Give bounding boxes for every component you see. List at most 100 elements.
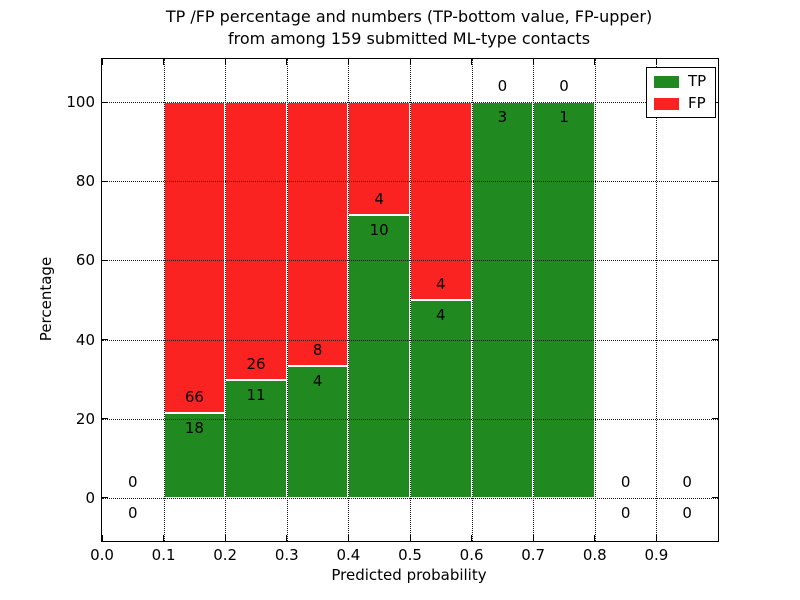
- x-gridline: [533, 59, 535, 541]
- y-tick-label: 20: [75, 409, 95, 428]
- y-tick-mark: [102, 180, 108, 182]
- x-tick-mark-top: [532, 59, 534, 65]
- x-tick-mark: [286, 535, 288, 541]
- bar-count-label-fp: 0: [497, 77, 508, 96]
- x-gridline: [594, 59, 596, 541]
- x-gridline: [286, 59, 288, 541]
- legend-swatch-tp: [654, 75, 679, 88]
- bar-segment-fp: [225, 102, 287, 381]
- bar-segment-fp: [348, 102, 410, 216]
- plot-area: TP FP 0.0 0.1 0.2 0.3 0.4 0.5 0.6 0.7 0.8 0.9 0 20 4…: [66, 58, 719, 564]
- chart-title: TP /FP percentage and numbers (TP-bottom…: [101, 6, 717, 50]
- bar-count-label-tp: 10: [369, 221, 389, 240]
- x-gridline: [656, 59, 658, 541]
- x-gridline: [225, 59, 227, 541]
- x-tick-label: 0.5: [398, 546, 422, 564]
- bar-segment-fp: [410, 102, 472, 300]
- x-tick-mark-top: [101, 59, 103, 65]
- y-tick-mark: [102, 339, 108, 340]
- legend-label-tp: TP: [688, 72, 707, 90]
- x-tick-mark: [347, 535, 349, 541]
- bar-count-label-tp: 0: [128, 503, 138, 522]
- x-tick-mark-top: [471, 59, 473, 65]
- bar-segment-fp: [163, 102, 226, 413]
- legend-label-fp: FP: [688, 94, 706, 112]
- x-gridline: [163, 59, 165, 541]
- legend: TP FP: [646, 67, 716, 118]
- x-axis-label: Predicted probability: [331, 566, 487, 584]
- x-tick-label: 0.4: [336, 546, 361, 564]
- x-tick-mark: [409, 535, 411, 541]
- bar-count-label-tp: 0: [620, 503, 631, 522]
- y-tick-label: 0: [85, 488, 95, 507]
- x-tick-label: 0.3: [274, 546, 299, 564]
- y-tick-label: 60: [75, 251, 95, 270]
- chart-title-line2: from among 159 submitted ML-type contact…: [227, 29, 591, 48]
- x-gridline: [471, 59, 473, 541]
- bar-count-label-fp: 0: [682, 472, 692, 491]
- bar-count-label-tp: 4: [436, 306, 446, 324]
- x-tick-mark: [655, 535, 657, 541]
- x-tick-mark: [101, 535, 103, 541]
- x-tick-label: 0.0: [90, 546, 114, 564]
- bar-count-label-fp: 8: [312, 340, 323, 359]
- bar-count-label-tp: 3: [497, 108, 508, 127]
- x-tick-mark: [224, 535, 226, 541]
- x-tick-label: 0.1: [151, 546, 176, 564]
- bar-count-label-fp: 0: [559, 77, 569, 96]
- x-tick-mark-top: [163, 59, 165, 65]
- x-tick-label: 0.7: [521, 546, 546, 564]
- bar-segment-tp: [163, 412, 226, 498]
- bar-count-label-fp: 4: [374, 190, 384, 209]
- bar-segment-tp: [410, 300, 472, 498]
- x-tick-label: 0.6: [459, 546, 484, 564]
- y-tick-mark-right: [712, 339, 718, 340]
- bar-count-label-tp: 4: [312, 371, 323, 390]
- bar-count-label-fp: 4: [436, 275, 446, 293]
- bar-segment-tp: [225, 380, 287, 498]
- x-tick-mark-top: [655, 59, 657, 65]
- x-tick-mark-top: [347, 59, 349, 65]
- bar-count-label-tp: 0: [682, 503, 692, 522]
- y-tick-mark-right: [712, 418, 718, 420]
- bar-count-label-fp: 0: [620, 472, 631, 491]
- bar-segment-tp: [286, 365, 349, 498]
- x-tick-mark: [471, 535, 473, 541]
- x-tick-mark: [594, 535, 596, 541]
- legend-entry-fp: FP: [654, 96, 708, 111]
- bar-segment-fp: [286, 102, 349, 366]
- y-tick-mark: [102, 259, 108, 261]
- y-tick-label: 80: [75, 172, 95, 191]
- bar-segment-tp: [533, 102, 595, 498]
- x-tick-label: 0.2: [213, 546, 238, 564]
- x-tick-label: 0.8: [582, 546, 607, 564]
- bar-count-label-fp: 66: [184, 387, 204, 406]
- x-gridline: [348, 59, 350, 541]
- bar-segment-tp: [348, 215, 410, 498]
- y-tick-label: 40: [75, 330, 95, 349]
- bar-count-label-tp: 1: [559, 108, 569, 127]
- x-tick-mark-top: [409, 59, 411, 65]
- y-tick-mark-right: [712, 497, 718, 499]
- x-tick-mark-top: [224, 59, 226, 65]
- x-gridline: [410, 59, 411, 541]
- bar-count-label-tp: 18: [184, 418, 204, 437]
- x-tick-mark-top: [594, 59, 596, 65]
- x-tick-mark-top: [286, 59, 288, 65]
- legend-swatch-fp: [654, 97, 679, 110]
- y-tick-mark-right: [712, 259, 718, 261]
- x-tick-label: 0.9: [644, 546, 669, 564]
- y-tick-mark: [102, 497, 108, 499]
- chart-title-line1: TP /FP percentage and numbers (TP-bottom…: [165, 7, 653, 26]
- bar-segment-tp: [471, 102, 534, 498]
- bar-count-label-fp: 26: [246, 355, 266, 374]
- y-tick-label: 100: [66, 93, 95, 112]
- y-tick-mark-right: [712, 180, 718, 182]
- bar-count-label-fp: 0: [128, 472, 138, 491]
- bar-count-label-tp: 11: [246, 386, 266, 405]
- legend-entry-tp: TP: [654, 74, 708, 89]
- y-tick-mark: [102, 101, 108, 103]
- x-tick-mark: [532, 535, 534, 541]
- y-tick-mark: [102, 418, 108, 420]
